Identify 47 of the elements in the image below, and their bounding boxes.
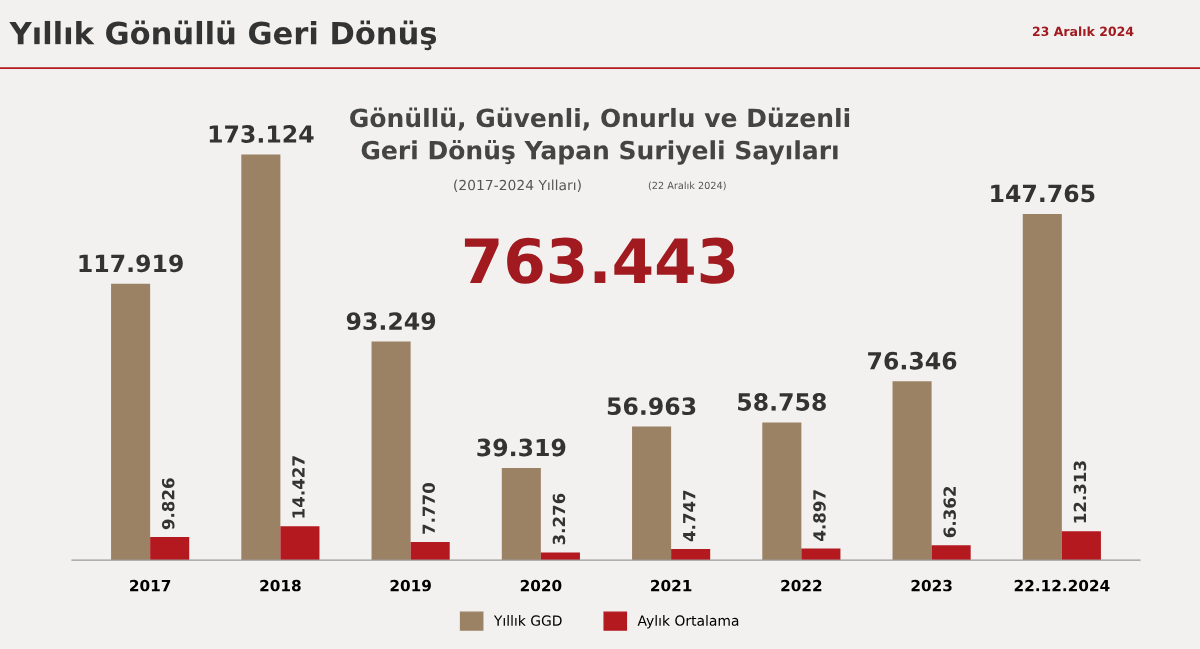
data-label: 58.758 bbox=[738, 393, 826, 411]
data-label: 12.313 bbox=[1073, 461, 1087, 523]
legend-label: Aylık Ortalama bbox=[637, 615, 739, 629]
bar bbox=[540, 552, 580, 561]
data-label: 14.427 bbox=[292, 456, 305, 518]
data-label: 56.963 bbox=[607, 397, 696, 416]
bar bbox=[280, 526, 320, 561]
bar bbox=[111, 283, 151, 561]
x-tick-label: 2023 bbox=[911, 579, 952, 592]
data-label: 39.319 bbox=[477, 438, 566, 457]
legend-label: Yıllık GGD bbox=[493, 615, 562, 626]
data-label: 76.346 bbox=[868, 351, 957, 370]
x-tick-label: 2020 bbox=[520, 579, 562, 592]
bar bbox=[241, 154, 281, 561]
data-label: 93.249 bbox=[346, 312, 436, 331]
annotation: (2017-2024 Yılları) bbox=[454, 179, 581, 192]
bar bbox=[1061, 531, 1101, 561]
text: 23 Aralık 2024 bbox=[1032, 26, 1134, 37]
data-label: 173.124 bbox=[209, 125, 314, 143]
bar bbox=[892, 381, 932, 561]
bar bbox=[501, 467, 541, 561]
annotation: 763.443 bbox=[464, 237, 735, 284]
data-label: 4.747 bbox=[683, 490, 696, 542]
x-tick-label: 2017 bbox=[130, 579, 171, 592]
x-tick-label: 2018 bbox=[260, 579, 301, 592]
chart-title: Yıllık Gönüllü Geri Dönüş bbox=[9, 20, 437, 51]
data-label: 3.276 bbox=[552, 493, 566, 545]
data-label: 4.897 bbox=[813, 490, 826, 541]
bar bbox=[762, 422, 802, 561]
bar bbox=[931, 545, 971, 561]
data-label: 147.765 bbox=[991, 184, 1095, 203]
bar bbox=[371, 341, 411, 561]
x-tick-label: 22.12.2024 bbox=[1014, 579, 1110, 592]
bar bbox=[671, 548, 711, 561]
x-tick-label: 2019 bbox=[390, 579, 431, 592]
x-tick-label: 2022 bbox=[781, 579, 822, 592]
bar bbox=[410, 541, 450, 561]
bar bbox=[632, 426, 672, 561]
annotation: (22 Aralık 2024) bbox=[648, 181, 726, 191]
data-label: 9.826 bbox=[161, 478, 175, 530]
chart-subtitle: Gönüllü, Güvenli, Onurlu ve Düzenli Geri Dönüş Yapan Suriyeli Sayıları bbox=[350, 107, 850, 165]
data-label: 6.362 bbox=[943, 486, 956, 538]
bar bbox=[150, 537, 190, 561]
bar bbox=[1022, 213, 1062, 561]
x-tick-label: 2021 bbox=[651, 579, 692, 592]
data-label: 117.919 bbox=[79, 254, 183, 273]
data-label: 7.770 bbox=[422, 483, 436, 534]
